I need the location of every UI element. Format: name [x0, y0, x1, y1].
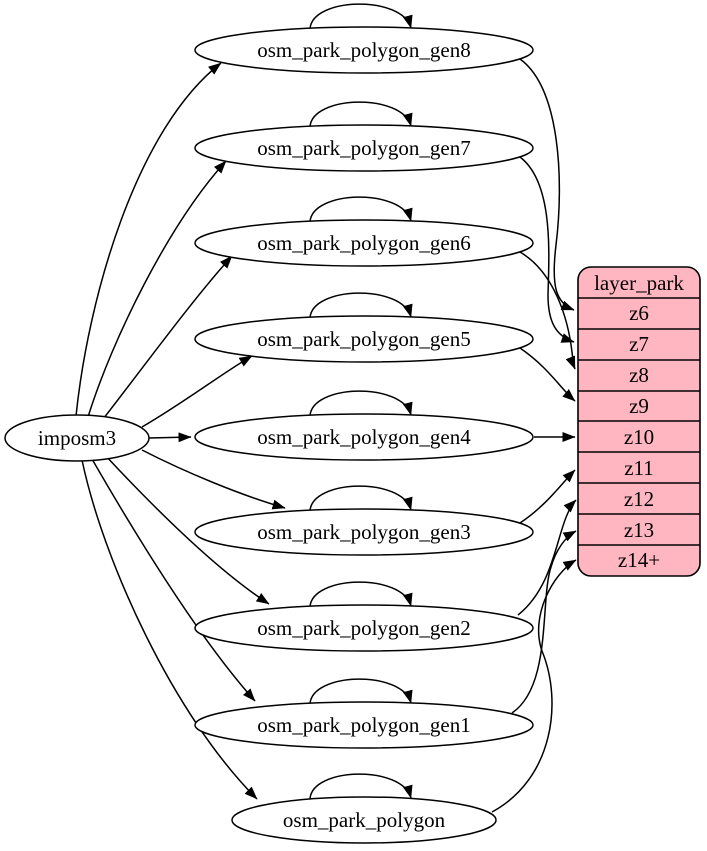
- gen6-label: osm_park_polygon_gen6: [257, 231, 470, 255]
- edge-imposm3-to-gen5: [141, 355, 253, 428]
- node-osm-park-polygon-gen2: osm_park_polygon_gen2: [194, 604, 534, 652]
- gen4-label: osm_park_polygon_gen4: [257, 425, 471, 449]
- edge-gen5-to-z9: [519, 347, 576, 402]
- gen2-ellipse: [194, 604, 534, 652]
- edge-imposm3-to-polygon: [81, 459, 258, 800]
- self-loop-gen4: [309, 390, 413, 417]
- edge-gen2-to-z12: [517, 499, 577, 616]
- polygon-label: osm_park_polygon: [283, 808, 446, 832]
- self-loop-gen6: [309, 196, 413, 223]
- edges-from-source: [75, 62, 286, 800]
- edge-gen8-to-z6: [519, 58, 575, 311]
- gen6-ellipse: [194, 219, 534, 267]
- row-z14: z14+: [618, 548, 660, 572]
- edge-gen1-to-z13: [511, 530, 577, 714]
- node-osm-park-polygon-gen7: osm_park_polygon_gen7: [194, 124, 534, 172]
- gen3-ellipse: [194, 508, 534, 556]
- edges-to-layer: [491, 58, 577, 813]
- edge-gen6-to-z8: [519, 251, 576, 370]
- row-z8: z8: [629, 363, 649, 387]
- self-loop-polygon: [309, 773, 413, 800]
- gen3-label: osm_park_polygon_gen3: [257, 520, 470, 544]
- node-osm-park-polygon-gen3: osm_park_polygon_gen3: [194, 508, 534, 556]
- row-z9: z9: [629, 394, 649, 418]
- layer-park-header: layer_park: [594, 271, 684, 295]
- self-loop-gen7: [309, 101, 413, 128]
- row-z10: z10: [624, 425, 654, 449]
- row-z12: z12: [624, 487, 654, 511]
- self-loop-gen1: [309, 678, 413, 705]
- record-layer-park: layer_park z6 z7 z8 z9 z10 z11 z12 z13 z…: [577, 266, 701, 577]
- edge-gen3-to-z11: [519, 469, 576, 524]
- node-osm-park-polygon-gen5: osm_park_polygon_gen5: [194, 315, 534, 363]
- edge-gen7-to-z7: [519, 156, 575, 343]
- self-loop-gen5: [309, 292, 413, 319]
- self-loop-gen8: [309, 3, 413, 30]
- row-z6: z6: [629, 301, 649, 325]
- row-z7: z7: [629, 332, 649, 356]
- edge-imposm3-to-gen4: [148, 432, 192, 443]
- gen1-ellipse: [194, 701, 534, 749]
- edge-imposm3-to-gen6: [99, 255, 233, 424]
- gen2-label: osm_park_polygon_gen2: [257, 616, 470, 640]
- edge-imposm3-to-gen2: [103, 453, 270, 605]
- edge-imposm3-to-gen1: [91, 458, 256, 702]
- node-osm-park-polygon-gen6: osm_park_polygon_gen6: [194, 219, 534, 267]
- gen4-ellipse: [194, 413, 534, 461]
- self-loop-gen2: [309, 581, 413, 608]
- edge-imposm3-to-gen3: [141, 449, 286, 510]
- self-loop-edges: [309, 3, 413, 800]
- gen5-label: osm_park_polygon_gen5: [257, 327, 470, 351]
- imposm3-ellipse: [4, 414, 150, 462]
- polygon-ellipse: [231, 796, 497, 844]
- edge-imposm3-to-gen7: [87, 160, 227, 418]
- edge-imposm3-to-gen8: [75, 62, 222, 417]
- edge-polygon-to-z14: [491, 559, 577, 813]
- row-z13: z13: [624, 518, 654, 542]
- row-z11: z11: [624, 456, 654, 480]
- gen7-ellipse: [194, 124, 534, 172]
- gen8-label: osm_park_polygon_gen8: [257, 38, 470, 62]
- node-osm-park-polygon: osm_park_polygon: [231, 796, 497, 844]
- node-osm-park-polygon-gen8: osm_park_polygon_gen8: [194, 26, 534, 74]
- node-osm-park-polygon-gen1: osm_park_polygon_gen1: [194, 701, 534, 749]
- gen1-label: osm_park_polygon_gen1: [257, 713, 470, 737]
- node-imposm3: imposm3: [4, 414, 150, 462]
- gen5-ellipse: [194, 315, 534, 363]
- node-osm-park-polygon-gen4: osm_park_polygon_gen4: [194, 413, 534, 461]
- gen8-ellipse: [194, 26, 534, 74]
- imposm3-label: imposm3: [38, 426, 116, 450]
- gen7-label: osm_park_polygon_gen7: [257, 136, 470, 160]
- self-loop-gen3: [309, 485, 413, 512]
